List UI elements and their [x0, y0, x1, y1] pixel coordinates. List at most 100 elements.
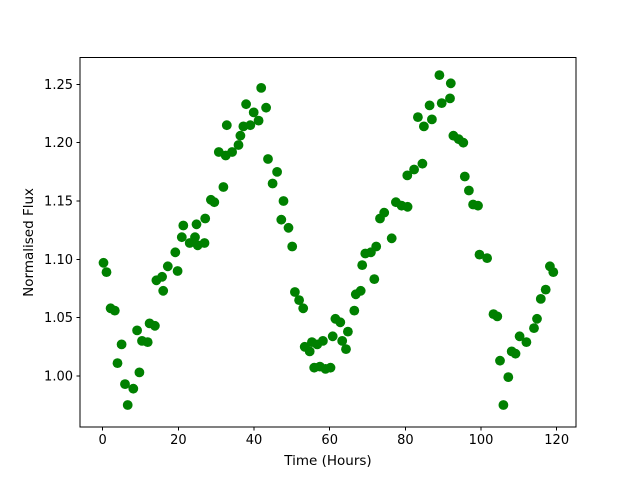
data-point: [157, 271, 168, 282]
data-point: [386, 233, 397, 244]
data-point: [294, 295, 304, 305]
data-point: [233, 140, 244, 150]
data-point: [349, 305, 360, 316]
data-point: [548, 267, 559, 277]
data-point: [142, 337, 153, 347]
data-point: [379, 207, 390, 218]
data-point: [436, 98, 447, 108]
data-point: [498, 400, 509, 410]
data-point: [170, 247, 181, 258]
data-point: [132, 325, 143, 336]
data-point: [535, 294, 546, 304]
data-point: [176, 232, 187, 243]
data-point: [413, 112, 423, 122]
data-point: [253, 115, 264, 126]
data-point: [304, 346, 315, 357]
data-point: [521, 337, 532, 347]
data-point: [287, 241, 298, 252]
data-point: [473, 200, 483, 211]
data-point: [355, 285, 366, 296]
y-tick-label: 1.20: [44, 136, 73, 151]
data-point: [158, 285, 169, 296]
data-point: [337, 336, 348, 346]
data-point: [357, 260, 368, 270]
data-point: [514, 331, 525, 342]
data-point: [235, 130, 246, 141]
data-point: [200, 213, 211, 224]
x-tick-label: 120: [544, 433, 569, 448]
data-point: [419, 121, 429, 132]
x-tick-label: 20: [170, 433, 187, 448]
data-point: [267, 178, 278, 189]
data-point: [503, 372, 514, 382]
data-point: [510, 348, 521, 359]
data-point: [122, 400, 133, 410]
data-point: [190, 232, 200, 243]
data-point: [134, 367, 145, 378]
data-point: [278, 196, 289, 206]
data-point: [495, 355, 505, 366]
data-point: [290, 287, 300, 297]
y-tick-label: 1.15: [44, 195, 73, 210]
data-point: [464, 185, 474, 196]
data-point: [540, 284, 551, 295]
data-point: [162, 261, 173, 272]
y-axis-label: Normalised Flux: [21, 188, 37, 297]
data-point: [150, 320, 160, 331]
data-point: [434, 70, 445, 80]
data-point: [341, 344, 351, 354]
x-tick-label: 0: [99, 433, 107, 448]
data-point: [101, 267, 112, 277]
data-point: [458, 137, 469, 148]
y-axis-ticks: 1.00 1.05 1.10 1.15 1.20 1.25: [44, 78, 80, 384]
data-point: [98, 257, 109, 268]
data-point: [172, 266, 183, 276]
data-point: [283, 222, 294, 233]
y-tick-label: 1.25: [44, 78, 73, 93]
data-point: [371, 241, 382, 252]
data-point: [318, 336, 328, 346]
data-point: [409, 164, 419, 175]
data-point: [369, 274, 380, 284]
data-point: [402, 201, 413, 212]
x-tick-label: 40: [246, 433, 263, 448]
x-tick-label: 80: [397, 433, 414, 448]
data-point: [427, 114, 437, 125]
data-point: [445, 78, 456, 89]
data-point: [474, 249, 485, 260]
x-axis-ticks: 0 20 40 60 80 100 120: [99, 427, 569, 448]
data-point: [343, 326, 353, 337]
y-tick-label: 1.00: [44, 369, 73, 384]
data-point: [178, 220, 189, 231]
data-point: [248, 107, 259, 118]
data-point: [459, 171, 470, 182]
data-point: [116, 339, 127, 350]
data-point: [227, 147, 238, 157]
data-point: [261, 102, 271, 113]
data-point: [209, 197, 220, 208]
data-point: [424, 100, 435, 111]
x-tick-label: 60: [321, 433, 338, 448]
data-point: [241, 99, 252, 110]
data-point: [256, 83, 267, 93]
data-point: [417, 158, 428, 169]
data-point: [263, 154, 273, 164]
data-point: [482, 253, 492, 263]
x-axis-label: Time (Hours): [283, 453, 371, 469]
y-tick-label: 1.10: [44, 253, 73, 268]
data-point: [245, 120, 256, 131]
data-point: [120, 379, 130, 389]
data-point: [128, 383, 139, 394]
data-point: [402, 170, 413, 181]
data-point: [191, 219, 202, 230]
data-point: [221, 120, 232, 131]
data-point: [272, 167, 282, 177]
data-point: [327, 331, 338, 342]
data-point: [276, 214, 287, 225]
data-point: [492, 311, 503, 322]
data-point: [335, 317, 346, 328]
data-point: [199, 238, 210, 248]
data-point: [298, 303, 309, 314]
